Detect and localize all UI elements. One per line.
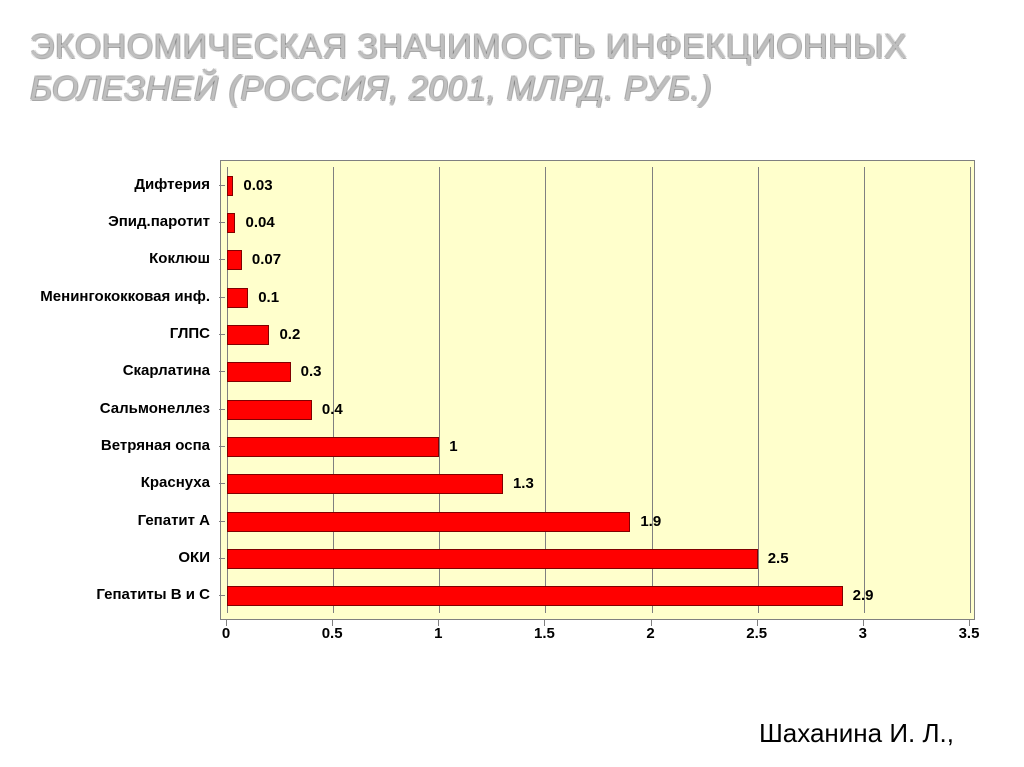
plot-area: 0.03 0.04 0.07 0.10.20.30.4 1 1.3 1.9 2.5 2.9 (220, 160, 975, 620)
bar-value-label: 0.1 (258, 288, 279, 308)
category-label: Ветряная оспа (10, 434, 210, 458)
ytick-mark (219, 185, 225, 186)
gridline (227, 167, 228, 613)
bar-value-label: 1.3 (513, 474, 534, 494)
gridline (864, 167, 865, 613)
ytick-mark (219, 409, 225, 410)
bar-value-label: 0.3 (301, 362, 322, 382)
xtick-label: 2 (621, 625, 681, 642)
xtick-label: 3.5 (939, 625, 999, 642)
bar-value-label: 1 (449, 437, 457, 457)
category-label: Скарлатина (10, 359, 210, 383)
bar-value-label: 0.07 (252, 250, 281, 270)
ytick-mark (219, 222, 225, 223)
bar-value-label: 0.4 (322, 400, 343, 420)
bar (227, 250, 242, 270)
gridline (439, 167, 440, 613)
xtick-label: 1 (408, 625, 468, 642)
ytick-mark (219, 334, 225, 335)
bar (227, 400, 312, 420)
gridline (545, 167, 546, 613)
gridline (333, 167, 334, 613)
bar (227, 549, 758, 569)
category-label: Краснуха (10, 471, 210, 495)
bar-value-label: 0.2 (279, 325, 300, 345)
xtick-label: 1.5 (514, 625, 574, 642)
bar-value-label: 1.9 (640, 512, 661, 532)
ytick-mark (219, 297, 225, 298)
category-label: ГЛПС (10, 322, 210, 346)
ytick-mark (219, 521, 225, 522)
ytick-mark (219, 595, 225, 596)
category-label: Менингококковая инф. (10, 285, 210, 309)
xtick-label: 2.5 (727, 625, 787, 642)
category-label: Эпид.паротит (10, 210, 210, 234)
category-label: Дифтерия (10, 173, 210, 197)
bar (227, 437, 439, 457)
attribution: Шаханина И. Л., (759, 718, 954, 749)
bar-value-label: 2.9 (853, 586, 874, 606)
bar (227, 586, 843, 606)
bar (227, 325, 269, 345)
xtick-label: 3 (833, 625, 893, 642)
bar (227, 362, 291, 382)
category-label: Гепатиты В и С (10, 583, 210, 607)
bar (227, 474, 503, 494)
ytick-mark (219, 558, 225, 559)
bar (227, 288, 248, 308)
gridline (970, 167, 971, 613)
bar (227, 176, 233, 196)
ytick-mark (219, 259, 225, 260)
category-label: Сальмонеллез (10, 397, 210, 421)
title-line1: ЭКОНОМИЧЕСКАЯ ЗНАЧИМОСТЬ ИНФЕКЦИОННЫХ (30, 28, 907, 67)
xtick-label: 0 (196, 625, 256, 642)
xtick-label: 0.5 (302, 625, 362, 642)
plot-inner: 0.03 0.04 0.07 0.10.20.30.4 1 1.3 1.9 2.5 2.9 (227, 167, 968, 613)
bar-value-label: 0.03 (243, 176, 272, 196)
category-label: Гепатит А (10, 509, 210, 533)
bar (227, 213, 235, 233)
bar-value-label: 0.04 (245, 213, 274, 233)
ytick-mark (219, 483, 225, 484)
title-line2: БОЛЕЗНЕЙ (РОССИЯ, 2001, МЛРД. РУБ.) (30, 70, 712, 109)
bar (227, 512, 630, 532)
gridline (652, 167, 653, 613)
ytick-mark (219, 446, 225, 447)
ytick-mark (219, 371, 225, 372)
category-label: ОКИ (10, 546, 210, 570)
slide: ЭКОНОМИЧЕСКАЯ ЗНАЧИМОСТЬ ИНФЕКЦИОННЫХ БО… (0, 0, 1024, 767)
bar-value-label: 2.5 (768, 549, 789, 569)
gridline (758, 167, 759, 613)
category-label: Коклюш (10, 247, 210, 271)
chart: 0.03 0.04 0.07 0.10.20.30.4 1 1.3 1.9 2.5 2.9 0 0… (30, 150, 990, 660)
